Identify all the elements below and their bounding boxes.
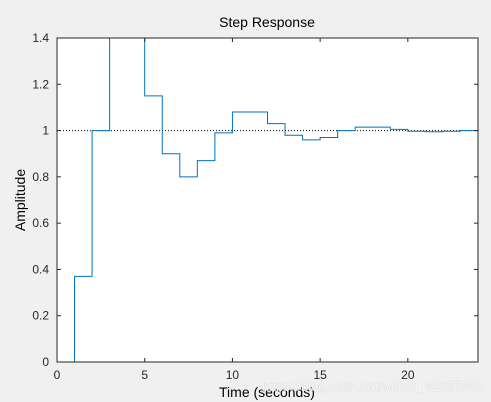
y-axis-label: Amplitude bbox=[12, 169, 28, 231]
y-tick-label: 1 bbox=[42, 124, 49, 138]
y-tick-label: 0.4 bbox=[32, 262, 49, 276]
y-tick-label: 1.2 bbox=[32, 77, 49, 91]
watermark: https://blog.csdn.net/weixin_42657460 bbox=[261, 379, 483, 394]
y-tick-label: 0 bbox=[42, 355, 49, 369]
y-tick-label: 1.4 bbox=[32, 31, 49, 45]
x-axis-label: Time (seconds) bbox=[219, 384, 315, 400]
x-tick-label: 5 bbox=[141, 368, 148, 382]
axes-box bbox=[56, 37, 479, 363]
tick-layer: 0 5 10 15 20 0 0.2 0.4 0.6 0.8 1 1.2 1.4 bbox=[32, 31, 478, 382]
y-tick-label: 0.2 bbox=[32, 309, 49, 323]
axes-background bbox=[57, 38, 478, 362]
x-tick-label: 10 bbox=[226, 368, 240, 382]
x-tick-label: 20 bbox=[401, 368, 415, 382]
y-tick-label: 0.6 bbox=[32, 216, 49, 230]
x-tick-label: 0 bbox=[54, 368, 61, 382]
x-tick-label: 15 bbox=[313, 368, 327, 382]
chart-title: Step Response bbox=[219, 14, 315, 30]
y-tick-label: 0.8 bbox=[32, 170, 49, 184]
